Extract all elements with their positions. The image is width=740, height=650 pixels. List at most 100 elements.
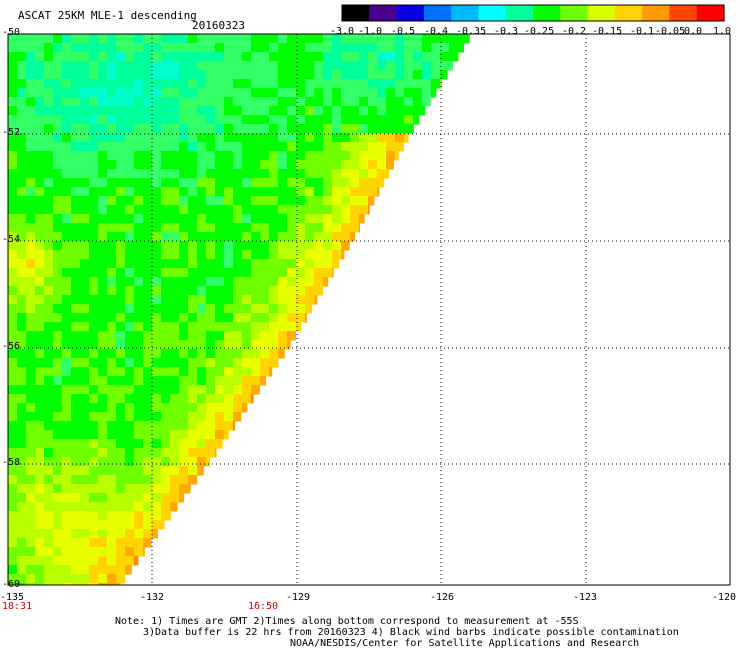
wind-cell xyxy=(341,43,351,53)
wind-cell xyxy=(251,61,261,71)
wind-cell xyxy=(251,394,254,404)
wind-cell xyxy=(71,223,81,233)
wind-cell xyxy=(152,79,162,89)
wind-cell xyxy=(71,43,81,53)
wind-cell xyxy=(197,142,207,152)
wind-cell xyxy=(53,439,63,449)
wind-cell xyxy=(170,430,180,440)
wind-cell xyxy=(53,412,63,422)
wind-cell xyxy=(125,304,135,314)
wind-cell xyxy=(35,439,45,449)
wind-cell xyxy=(233,160,243,170)
wind-cell xyxy=(332,223,342,233)
wind-cell xyxy=(341,187,351,197)
wind-cell xyxy=(224,358,234,368)
wind-cell xyxy=(98,574,108,584)
wind-cell xyxy=(323,88,333,98)
wind-cell xyxy=(62,160,72,170)
wind-cell xyxy=(368,187,378,197)
wind-cell xyxy=(8,556,18,566)
wind-cell xyxy=(80,538,90,548)
wind-cell xyxy=(98,250,108,260)
wind-cell xyxy=(80,421,90,431)
colorbar-label: -0.05 xyxy=(655,26,686,37)
wind-cell xyxy=(188,484,191,494)
wind-cell xyxy=(332,70,342,80)
wind-cell xyxy=(161,97,171,107)
wind-cell xyxy=(440,43,450,53)
wind-cell xyxy=(242,124,252,134)
wind-cell xyxy=(287,97,297,107)
wind-cell xyxy=(269,34,279,44)
wind-cell xyxy=(17,178,27,188)
wind-cell xyxy=(314,97,324,107)
wind-cell xyxy=(197,340,207,350)
wind-cell xyxy=(224,52,234,62)
wind-cell xyxy=(386,43,396,53)
lat-label: -56 xyxy=(2,341,21,352)
wind-cell xyxy=(233,169,243,179)
wind-cell xyxy=(71,322,81,332)
wind-cell xyxy=(80,556,90,566)
wind-cell xyxy=(53,250,63,260)
wind-cell xyxy=(323,79,333,89)
wind-cell xyxy=(341,169,351,179)
wind-cell xyxy=(233,376,243,386)
wind-cell xyxy=(80,493,90,503)
wind-cell xyxy=(26,376,36,386)
wind-cell xyxy=(143,304,153,314)
wind-cell xyxy=(134,196,144,206)
wind-cell xyxy=(395,34,405,44)
wind-cell xyxy=(26,214,36,224)
wind-cell xyxy=(62,448,72,458)
wind-cell xyxy=(116,403,126,413)
wind-cell xyxy=(224,394,234,404)
wind-cell xyxy=(17,367,27,377)
wind-cell xyxy=(206,430,216,440)
wind-cell xyxy=(53,520,63,530)
wind-cell xyxy=(224,304,234,314)
wind-cell xyxy=(179,214,189,224)
wind-cell xyxy=(8,205,18,215)
wind-cell xyxy=(170,88,180,98)
wind-cell xyxy=(206,106,216,116)
wind-cell xyxy=(107,106,117,116)
wind-cell xyxy=(17,196,27,206)
wind-cell xyxy=(35,502,45,512)
wind-cell xyxy=(314,286,323,296)
wind-cell xyxy=(233,367,243,377)
wind-cell xyxy=(17,556,27,566)
wind-cell xyxy=(8,124,18,134)
wind-cell xyxy=(80,430,90,440)
wind-cell xyxy=(242,169,252,179)
wind-cell xyxy=(296,133,306,143)
wind-cell xyxy=(188,340,198,350)
wind-cell xyxy=(116,142,126,152)
wind-cell xyxy=(134,430,144,440)
wind-cell xyxy=(143,412,153,422)
wind-cell xyxy=(107,502,117,512)
wind-cell xyxy=(134,493,144,503)
wind-cell xyxy=(17,349,27,359)
wind-cell xyxy=(125,115,135,125)
wind-cell xyxy=(278,250,288,260)
wind-cell xyxy=(206,268,216,278)
wind-cell xyxy=(287,133,297,143)
wind-cell xyxy=(143,277,153,287)
wind-cell xyxy=(170,115,180,125)
wind-cell xyxy=(125,88,135,98)
wind-cell xyxy=(287,43,297,53)
wind-cell xyxy=(152,259,162,269)
wind-cell xyxy=(107,493,117,503)
wind-cell xyxy=(314,142,324,152)
wind-cell xyxy=(8,106,18,116)
wind-cell xyxy=(224,124,234,134)
wind-cell xyxy=(278,61,288,71)
wind-cell xyxy=(278,178,288,188)
wind-cell xyxy=(188,367,198,377)
wind-cell xyxy=(98,259,108,269)
wind-cell xyxy=(404,70,414,80)
wind-cell xyxy=(35,142,45,152)
wind-cell xyxy=(242,106,252,116)
wind-cell xyxy=(116,97,126,107)
